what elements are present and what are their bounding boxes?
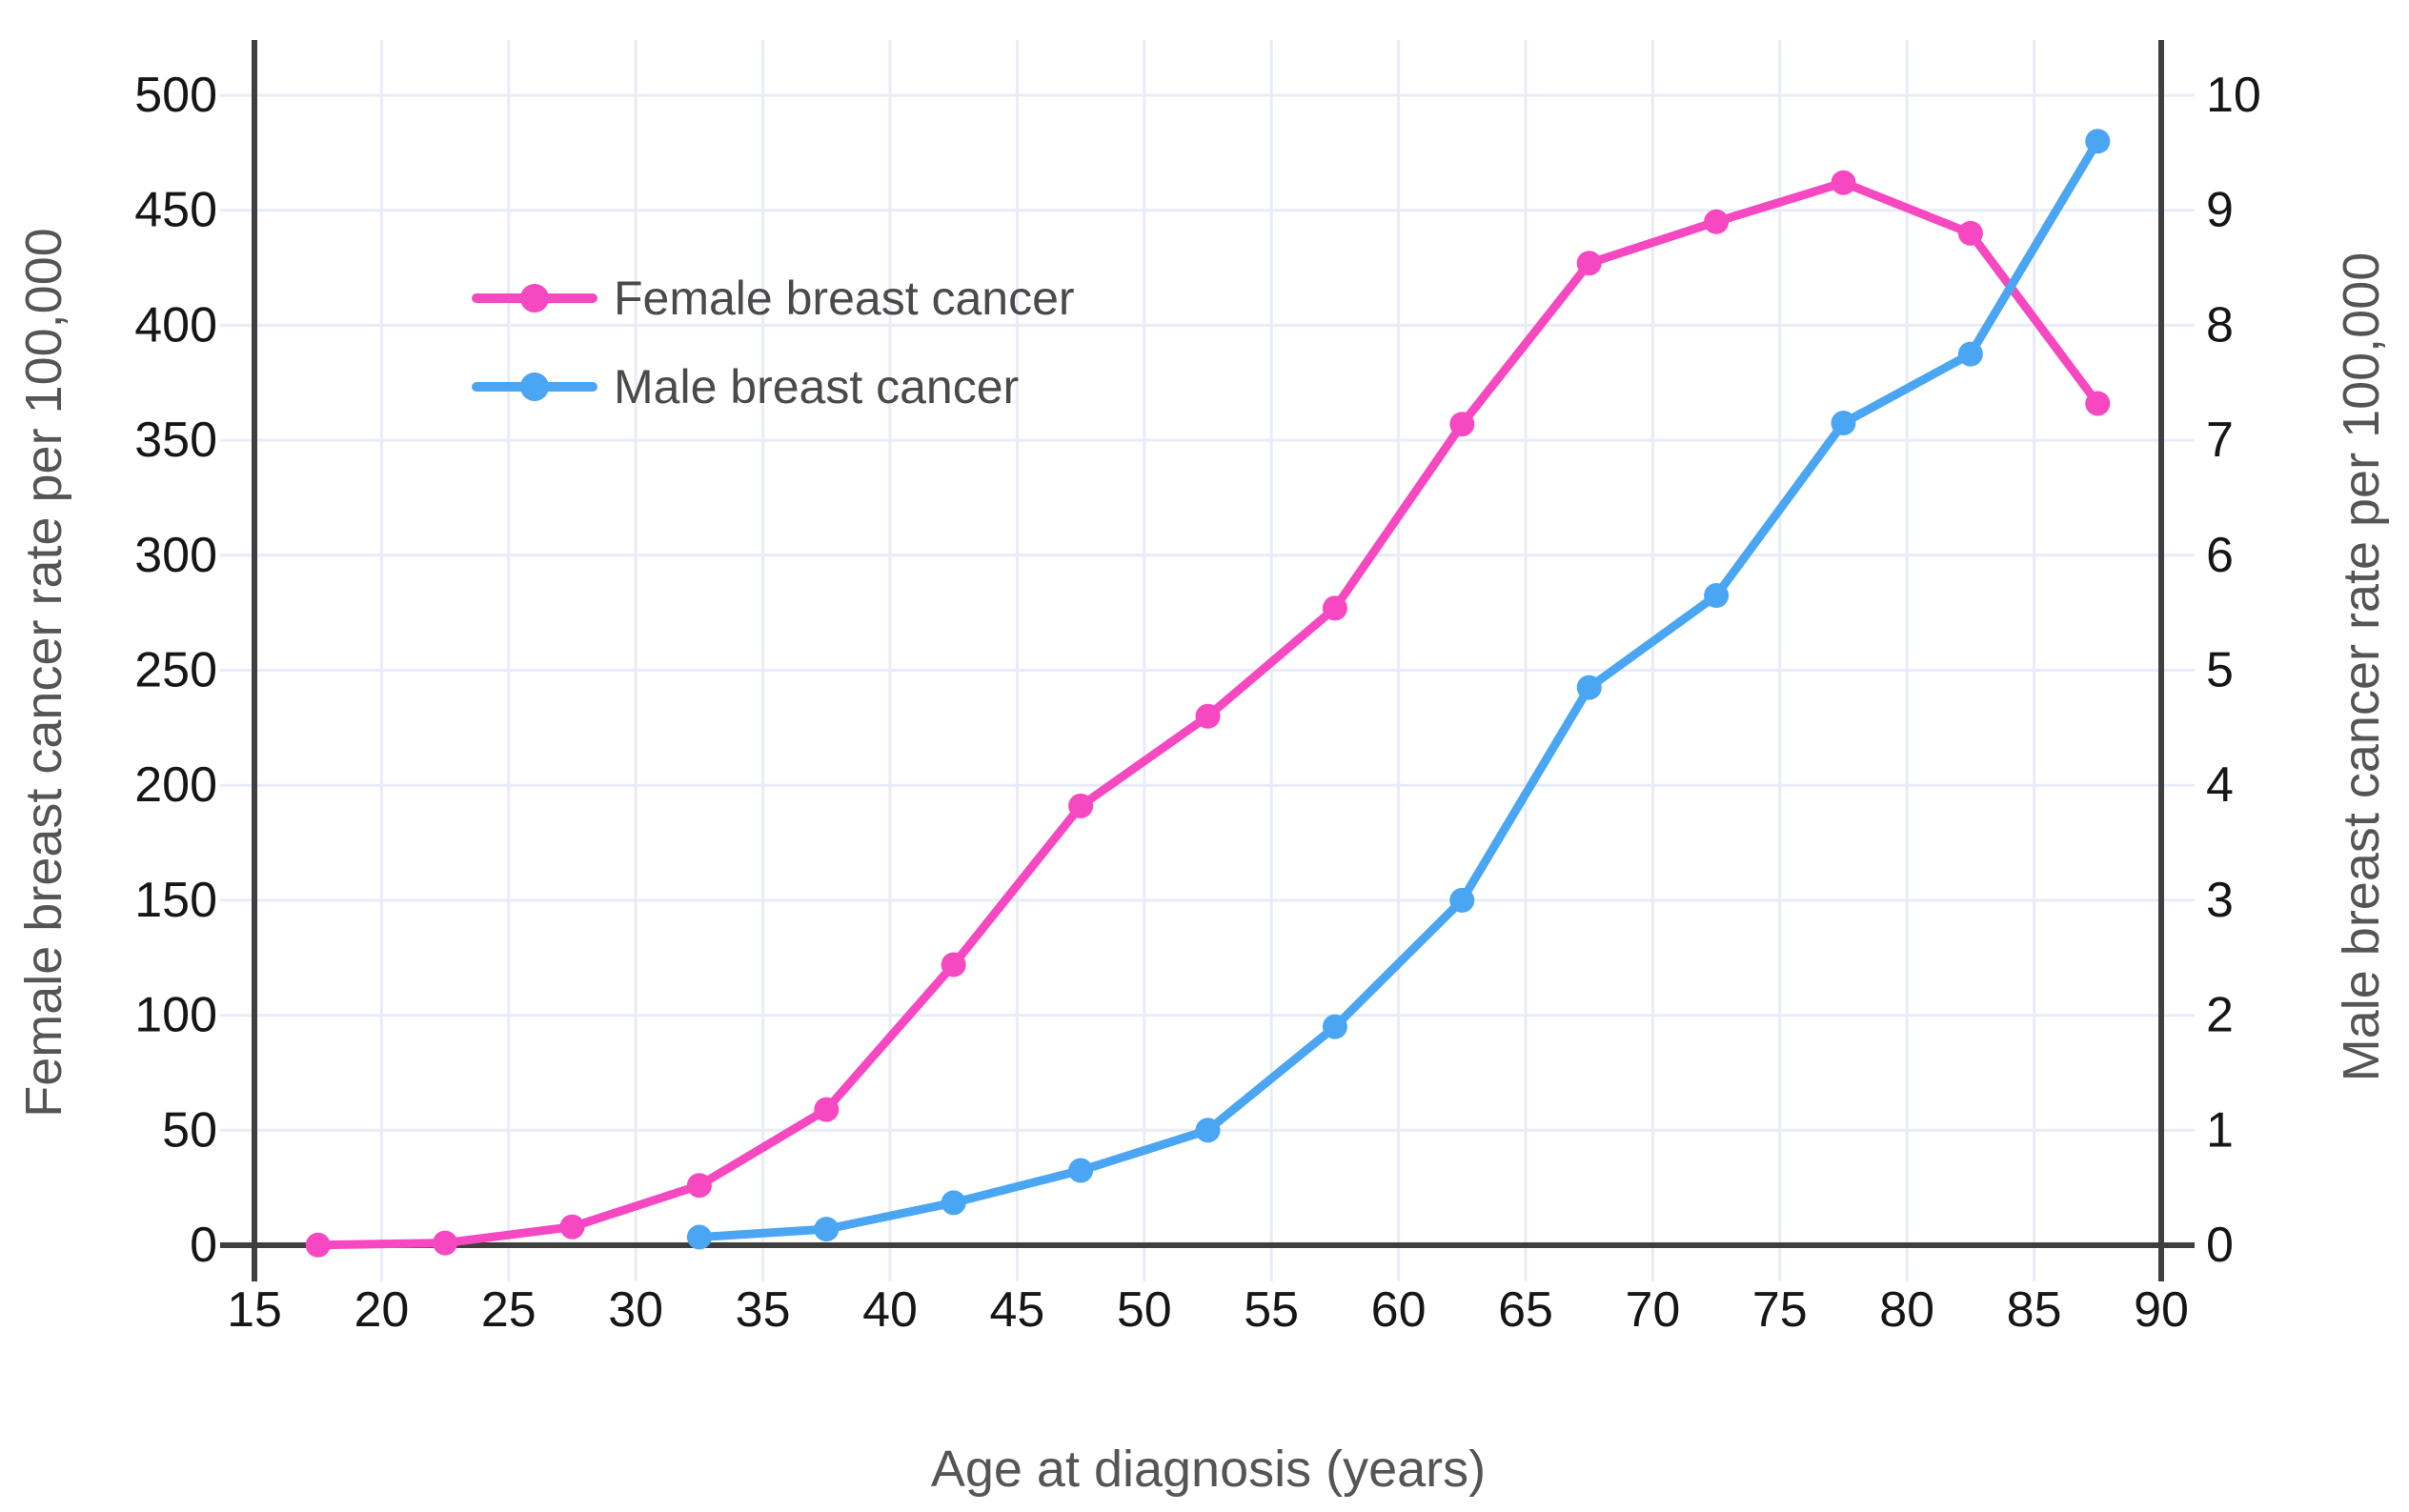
x-tick-label: 15 [227, 1282, 282, 1338]
x-tick-label: 20 [354, 1282, 409, 1338]
data-point [1957, 341, 1983, 367]
left-y-tick-label: 450 [134, 183, 217, 238]
data-series [305, 129, 2111, 1258]
x-tick-label: 85 [2007, 1282, 2062, 1338]
left-y-tick-label: 350 [134, 413, 217, 468]
right-y-tick-label: 2 [2206, 988, 2234, 1043]
data-point [686, 1224, 712, 1250]
data-point [2085, 391, 2111, 416]
legend-swatch-dot-male [520, 373, 549, 401]
legend-label-male: Male breast cancer [614, 360, 1019, 413]
x-axis-title: Age at diagnosis (years) [931, 1441, 1486, 1498]
x-tick-label: 40 [862, 1282, 918, 1338]
x-tick-label: 55 [1244, 1282, 1299, 1338]
data-point [1322, 595, 1347, 621]
data-point [1068, 1158, 1094, 1183]
data-point [305, 1232, 331, 1258]
left-y-tick-label: 400 [134, 297, 217, 353]
data-point [1831, 170, 1856, 195]
legend-item-male-breast-cancer[interactable]: Male breast cancer [472, 360, 1019, 413]
data-point [1449, 887, 1475, 913]
data-point [1576, 675, 1602, 700]
data-point [814, 1217, 840, 1242]
x-tick-label: 45 [989, 1282, 1044, 1338]
x-tick-label: 80 [1879, 1282, 1934, 1338]
series-male [686, 129, 2111, 1250]
data-point [2085, 129, 2111, 154]
data-point [433, 1230, 458, 1256]
data-point [941, 952, 966, 978]
data-point [814, 1097, 840, 1122]
legend-label-female: Female breast cancer [614, 272, 1075, 325]
gridlines [220, 40, 2195, 1281]
data-point [1195, 1118, 1221, 1143]
data-point [686, 1173, 712, 1199]
data-point [1704, 209, 1730, 234]
tick-labels: 15 20 25 30 35 40 45 50 55 60 65 70 75 80 85 9005010015… [134, 68, 2261, 1338]
x-tick-label: 65 [1498, 1282, 1553, 1338]
data-point [1704, 583, 1730, 609]
x-tick-label: 60 [1371, 1282, 1427, 1338]
axis-lines [220, 40, 2195, 1281]
series-line [695, 136, 2102, 1242]
right-y-tick-label: 7 [2206, 413, 2234, 468]
left-y-axis-title: Female breast cancer rate per 100,000 [15, 228, 72, 1118]
left-y-tick-label: 150 [134, 873, 217, 928]
right-y-axis-title: Male breast cancer rate per 100,000 [2333, 252, 2390, 1082]
legend-swatch-dot-female [520, 284, 549, 312]
x-tick-label: 90 [2134, 1282, 2189, 1338]
left-y-tick-label: 500 [134, 68, 217, 123]
left-y-tick-label: 250 [134, 643, 217, 698]
right-y-tick-label: 0 [2206, 1218, 2234, 1273]
left-y-tick-label: 100 [134, 988, 217, 1043]
right-y-tick-label: 5 [2206, 643, 2234, 698]
legend-item-female-breast-cancer[interactable]: Female breast cancer [472, 272, 1075, 325]
x-tick-label: 75 [1752, 1282, 1808, 1338]
right-y-tick-label: 6 [2206, 528, 2234, 583]
data-point [1195, 703, 1221, 729]
series-female [305, 170, 2111, 1258]
data-point [1449, 412, 1475, 437]
left-y-tick-label: 0 [190, 1218, 217, 1273]
x-tick-label: 70 [1625, 1282, 1680, 1338]
x-tick-label: 25 [481, 1282, 536, 1338]
right-y-tick-label: 1 [2206, 1102, 2234, 1158]
legend: Female breast cancer Male breast cancer [472, 272, 1075, 413]
data-point [941, 1190, 966, 1216]
right-y-tick-label: 3 [2206, 873, 2234, 928]
left-y-tick-label: 300 [134, 528, 217, 583]
data-point [1068, 793, 1094, 818]
left-y-tick-label: 200 [134, 757, 217, 813]
right-y-tick-label: 4 [2206, 757, 2234, 813]
data-point [1576, 251, 1602, 276]
x-tick-label: 35 [736, 1282, 791, 1338]
right-y-tick-label: 8 [2206, 297, 2234, 353]
right-y-tick-label: 9 [2206, 183, 2234, 238]
left-y-tick-label: 50 [162, 1102, 217, 1158]
right-y-tick-label: 10 [2206, 68, 2261, 123]
data-point [1957, 220, 1983, 246]
data-point [1322, 1014, 1347, 1039]
x-tick-label: 50 [1117, 1282, 1172, 1338]
x-tick-label: 30 [608, 1282, 663, 1338]
data-point [559, 1214, 585, 1240]
data-point [1831, 410, 1856, 435]
